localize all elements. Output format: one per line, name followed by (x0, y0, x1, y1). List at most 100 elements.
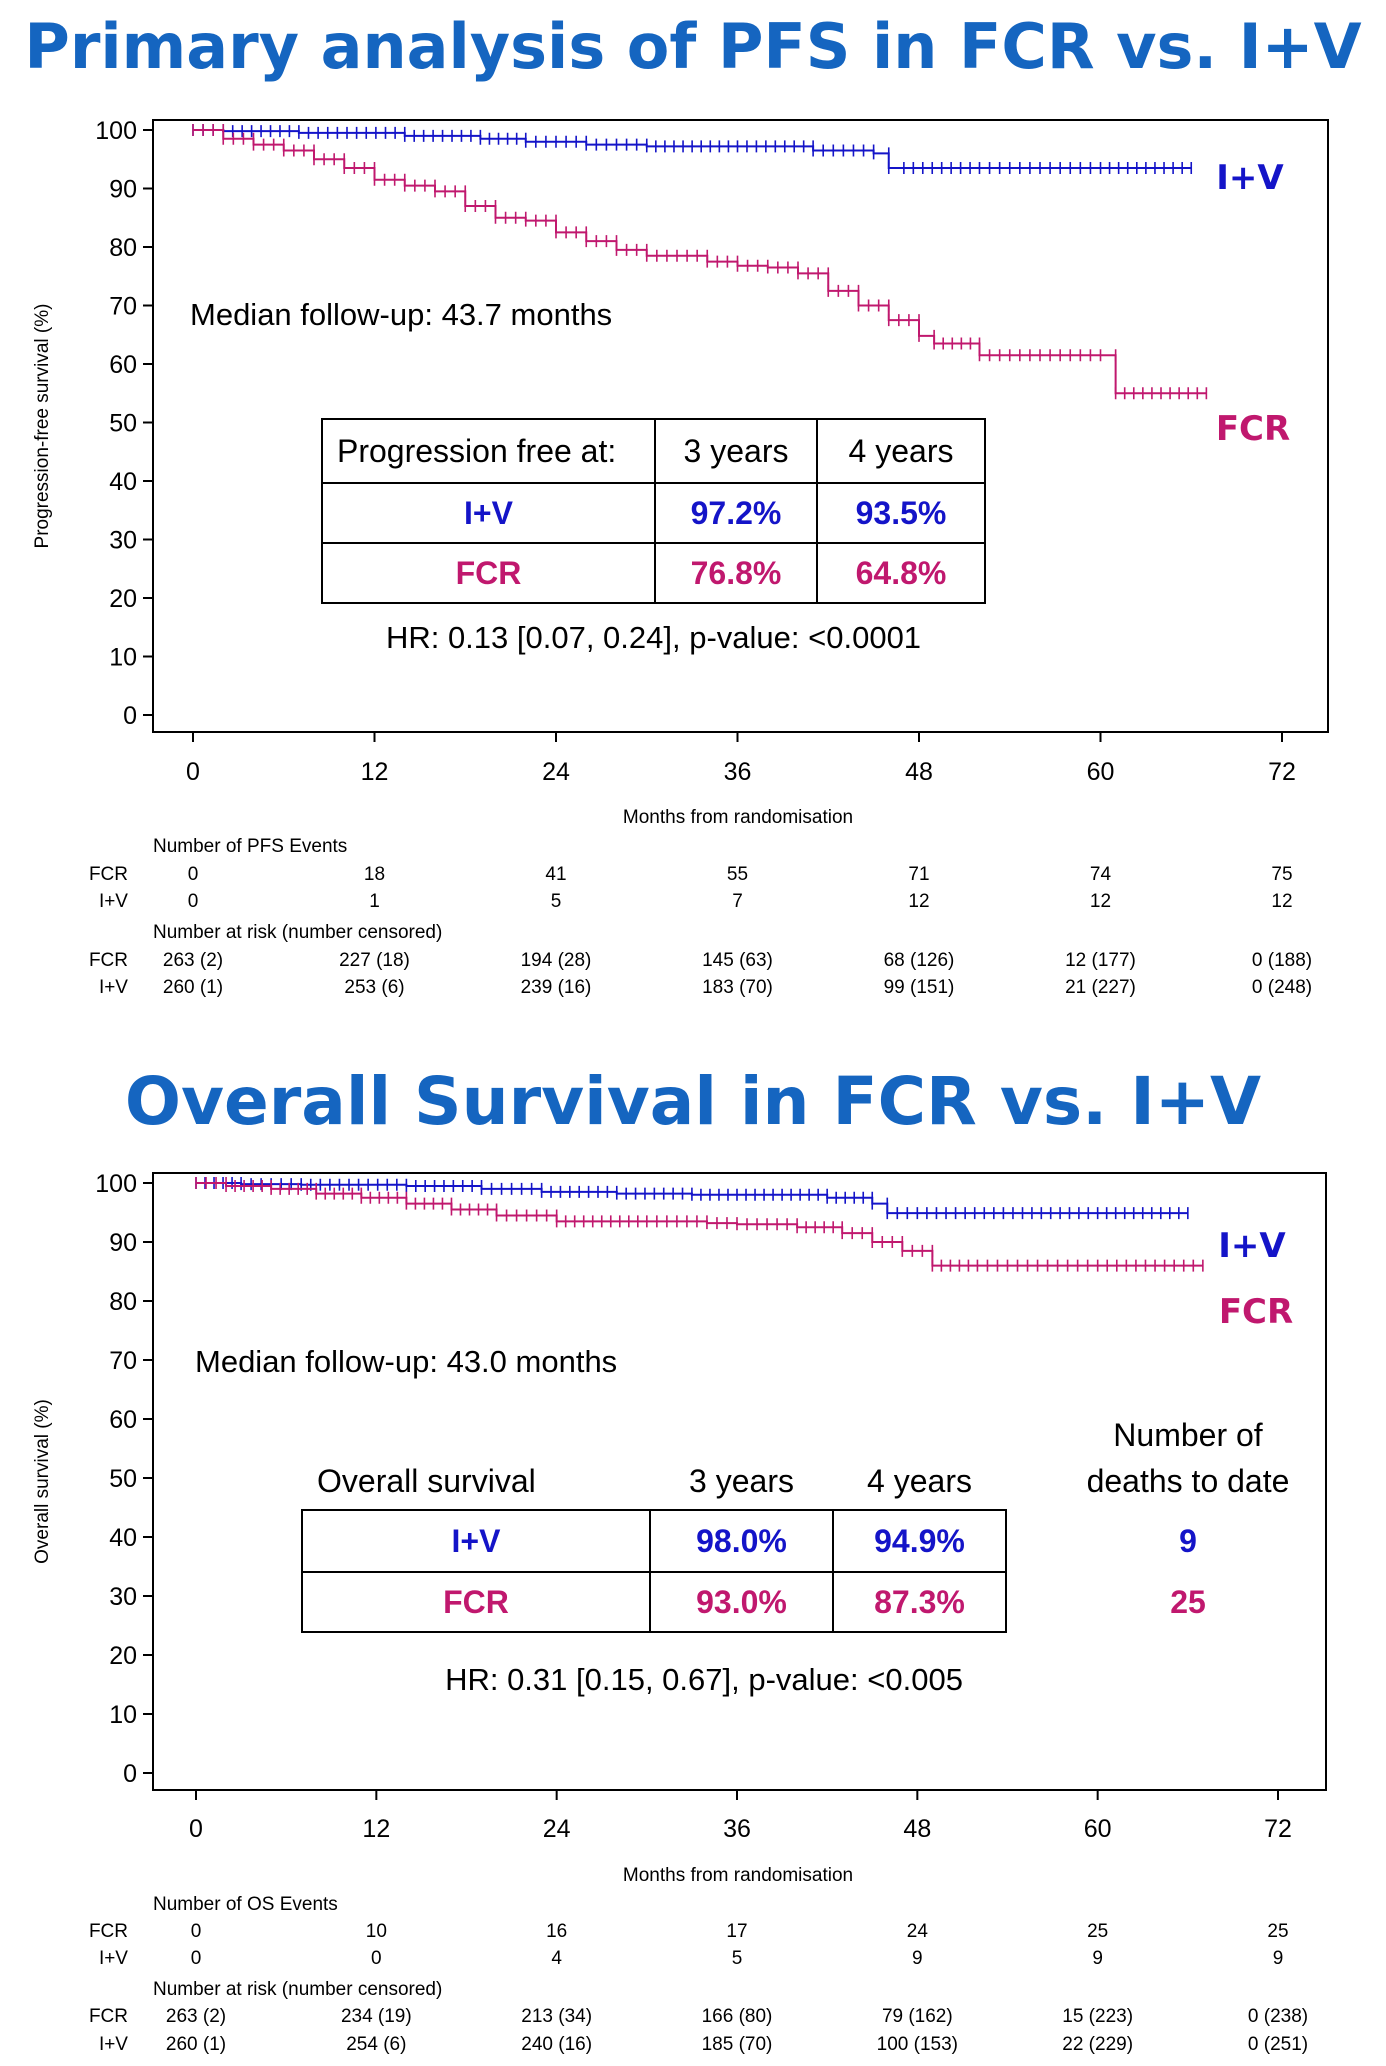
risk-row-label: FCR (89, 2006, 128, 2027)
y-tick-label: 20 (109, 585, 137, 613)
risk-value: 166 (80) (702, 2006, 773, 2027)
risk-value: 260 (1) (163, 977, 223, 998)
x-tick-label: 36 (724, 758, 752, 786)
events-value: 18 (364, 864, 385, 885)
y-tick-label: 70 (109, 293, 137, 321)
deaths-value-fcr: 25 (1170, 1584, 1206, 1620)
risk-value: 22 (229) (1062, 2034, 1133, 2055)
table-value-4y-fcr: 64.8% (856, 555, 947, 591)
x-tick-label: 60 (1084, 1815, 1112, 1843)
risk-value: 0 (251) (1248, 2034, 1308, 2055)
events-value: 75 (1271, 864, 1292, 885)
x-tick-label: 0 (186, 758, 200, 786)
risk-value: 183 (70) (702, 977, 773, 998)
risk-value: 79 (162) (882, 2006, 953, 2027)
median-followup: Median follow-up: 43.0 months (195, 1344, 617, 1379)
risk-value: 239 (16) (521, 977, 592, 998)
events-value: 0 (188, 891, 199, 912)
x-tick-label: 48 (905, 758, 933, 786)
y-axis-label: Overall survival (%) (32, 1399, 53, 1564)
y-tick-label: 10 (109, 644, 137, 672)
risk-row-label: FCR (89, 950, 128, 971)
events-title: Number of PFS Events (153, 836, 347, 857)
events-row-label: I+V (99, 891, 128, 912)
events-value: 0 (191, 1948, 202, 1969)
median-followup: Median follow-up: 43.7 months (190, 297, 612, 332)
y-tick-label: 80 (109, 234, 137, 262)
risk-value: 253 (6) (344, 977, 404, 998)
events-value: 4 (551, 1948, 562, 1969)
x-tick-label: 48 (903, 1815, 931, 1843)
risk-value: 100 (153) (877, 2034, 958, 2055)
events-row-label: FCR (89, 864, 128, 885)
deaths-header-line1: Number of (1113, 1417, 1263, 1453)
deaths-value-iv: 9 (1179, 1523, 1197, 1559)
y-tick-label: 60 (109, 351, 137, 379)
table-value-4y-iv: 93.5% (856, 495, 947, 531)
deaths-header-line2: deaths to date (1087, 1463, 1290, 1499)
risk-value: 263 (2) (166, 2006, 226, 2027)
risk-value: 0 (188) (1252, 950, 1312, 971)
table-row-label-fcr: FCR (443, 1584, 509, 1620)
table-header-label: Overall survival (317, 1463, 536, 1499)
events-value: 12 (908, 891, 929, 912)
y-tick-label: 100 (95, 117, 137, 145)
risk-value: 185 (70) (702, 2034, 773, 2055)
events-row-label: I+V (99, 1948, 128, 1969)
table-header-3y: 3 years (684, 433, 789, 469)
table-value-4y-iv: 94.9% (874, 1523, 965, 1559)
x-tick-label: 24 (543, 1815, 571, 1843)
risk-value: 0 (248) (1252, 977, 1312, 998)
risk-value: 15 (223) (1062, 2006, 1133, 2027)
risk-value: 227 (18) (339, 950, 410, 971)
table-value-3y-iv: 97.2% (691, 495, 782, 531)
table-value-3y-iv: 98.0% (696, 1523, 787, 1559)
plot-frame (152, 119, 1329, 733)
events-value: 41 (545, 864, 566, 885)
x-tick-label: 0 (189, 1815, 203, 1843)
censor-marks-fcr (192, 124, 1208, 400)
y-tick-label: 50 (109, 410, 137, 438)
events-value: 0 (371, 1948, 382, 1969)
chart-title: Overall Survival in FCR vs. I+V (125, 1063, 1261, 1140)
x-tick-label: 72 (1268, 758, 1296, 786)
risk-value: 234 (19) (341, 2006, 412, 2027)
risk-row-label: I+V (99, 977, 128, 998)
y-axis-label: Progression-free survival (%) (32, 304, 53, 549)
events-value: 9 (912, 1948, 923, 1969)
curve-label-fcr: FCR (1216, 409, 1290, 449)
curve-label-iv: I+V (1216, 158, 1284, 198)
y-tick-label: 100 (95, 1170, 137, 1198)
risk-title: Number at risk (number censored) (153, 1979, 442, 2000)
censor-marks-iv (192, 124, 1193, 175)
x-tick-label: 12 (361, 758, 389, 786)
risk-value: 254 (6) (346, 2034, 406, 2055)
risk-value: 68 (126) (884, 950, 955, 971)
table-header-4y: 4 years (849, 433, 954, 469)
x-axis-label: Months from randomisation (623, 807, 853, 828)
y-tick-label: 0 (123, 1760, 137, 1788)
risk-value: 240 (16) (521, 2034, 592, 2055)
summary-table: Progression free at: 3 years 4 years I+V 97.… (321, 418, 986, 604)
risk-value: 12 (177) (1065, 950, 1136, 971)
y-tick-label: 30 (109, 527, 137, 555)
y-tick-label: 20 (109, 1642, 137, 1670)
events-value: 12 (1090, 891, 1111, 912)
hazard-ratio: HR: 0.31 [0.15, 0.67], p-value: <0.005 (445, 1662, 963, 1697)
x-tick-label: 60 (1087, 758, 1115, 786)
table-row-label-iv: I+V (452, 1523, 502, 1559)
risk-value: 213 (34) (521, 2006, 592, 2027)
risk-title: Number at risk (number censored) (153, 922, 442, 943)
events-value: 16 (546, 1921, 567, 1942)
y-tick-label: 10 (109, 1701, 137, 1729)
hazard-ratio: HR: 0.13 [0.07, 0.24], p-value: <0.0001 (386, 620, 921, 655)
events-value: 9 (1092, 1948, 1103, 1969)
events-value: 12 (1271, 891, 1292, 912)
events-value: 55 (727, 864, 748, 885)
plot-frame (152, 1172, 1327, 1791)
chart-2: Overall Survival in FCR vs. I+V010203040… (32, 1063, 1327, 2055)
events-value: 7 (732, 891, 743, 912)
events-value: 25 (1087, 1921, 1108, 1942)
events-value: 1 (369, 891, 380, 912)
